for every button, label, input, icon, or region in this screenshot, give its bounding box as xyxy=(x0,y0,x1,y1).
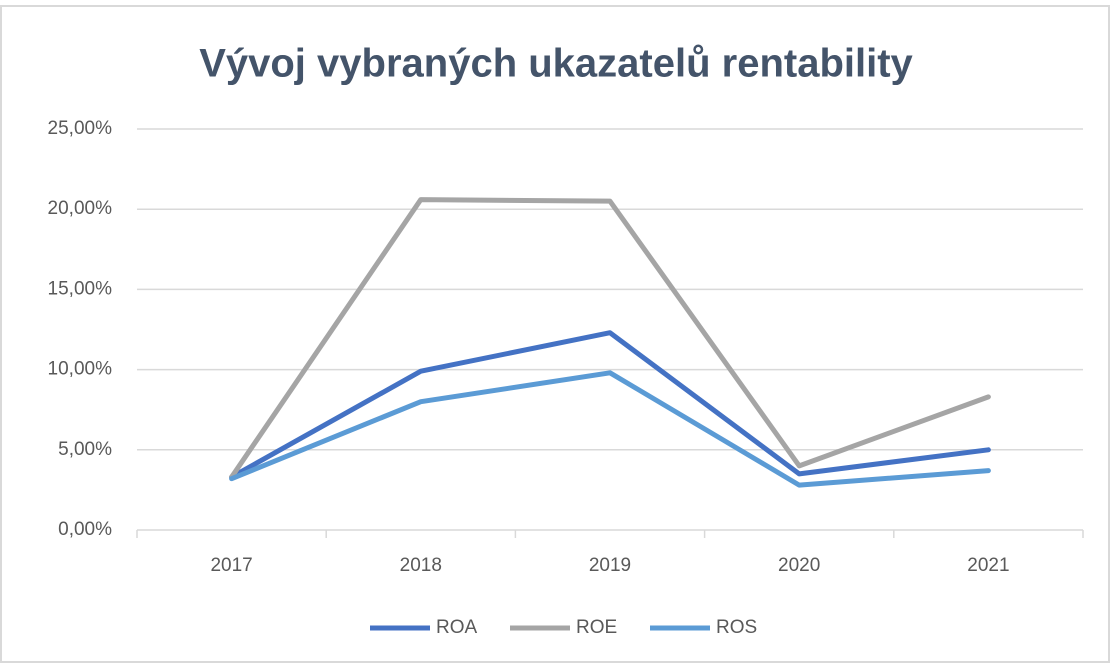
x-tick-label: 2021 xyxy=(967,555,1009,576)
x-tick-label: 2019 xyxy=(589,555,631,576)
data-line xyxy=(229,197,991,480)
legend-label: ROA xyxy=(436,617,478,638)
x-tick-label: 2017 xyxy=(210,555,252,576)
y-tick-label: 20,00% xyxy=(48,198,113,219)
data-line xyxy=(229,370,991,488)
y-tick-label: 10,00% xyxy=(48,359,113,380)
legend-label: ROS xyxy=(716,617,757,638)
chart-title: Vývoj vybraných ukazatelů rentability xyxy=(199,42,913,86)
chart-border xyxy=(0,5,1110,663)
legend-label: ROE xyxy=(576,617,617,638)
y-tick-label: 0,00% xyxy=(58,519,112,540)
y-tick-label: 15,00% xyxy=(48,278,113,299)
y-tick-label: 25,00% xyxy=(48,118,113,139)
data-line xyxy=(229,330,991,480)
x-tick-label: 2018 xyxy=(400,555,442,576)
y-tick-label: 5,00% xyxy=(58,439,112,460)
x-tick-label: 2020 xyxy=(778,555,820,576)
